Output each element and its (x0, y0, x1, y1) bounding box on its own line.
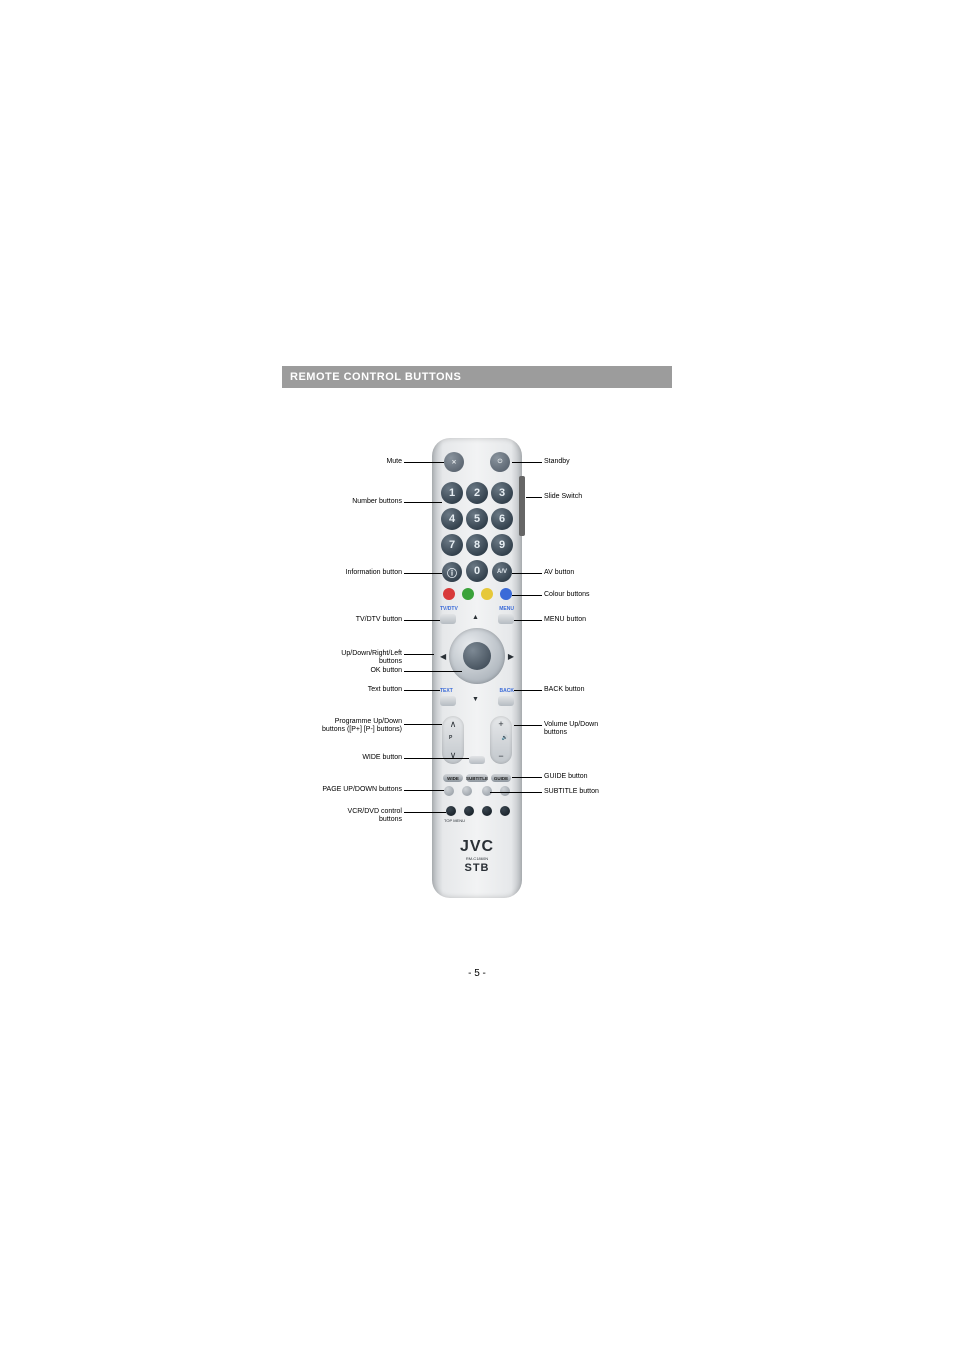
callout-page: PAGE UP/DOWN buttons (282, 786, 402, 794)
num-8[interactable]: 8 (466, 534, 488, 556)
remote-body: ✕ ⏻ 1 2 3 4 5 6 7 8 9 ⓘ 0 A/V TV/DTV MEN (432, 438, 522, 898)
menu-button[interactable] (498, 614, 514, 624)
speaker-icon: 🔊 (502, 735, 508, 741)
callout-guide: GUIDE button (544, 773, 664, 781)
callout-udlr: Up/Down/Right/Left buttons (282, 650, 402, 667)
num-1[interactable]: 1 (441, 482, 463, 504)
callout-prog: Programme Up/Down buttons ([P+] [P-] but… (282, 718, 402, 735)
num-6[interactable]: 6 (491, 508, 513, 530)
model-label: RM-C1860N (432, 856, 522, 861)
remote-diagram: ✕ ⏻ 1 2 3 4 5 6 7 8 9 ⓘ 0 A/V TV/DTV MEN (282, 438, 672, 908)
callout-subtitle: SUBTITLE button (544, 788, 664, 796)
num-2[interactable]: 2 (466, 482, 488, 504)
p-label: P (449, 735, 452, 741)
callout-av: AV button (544, 569, 664, 577)
up-arrow-icon: ▲ (472, 614, 479, 621)
transport-btn-1[interactable] (482, 786, 492, 796)
info-button[interactable]: ⓘ (442, 562, 462, 582)
callout-mute: Mute (282, 458, 402, 466)
callout-vol: Volume Up/Down buttons (544, 721, 664, 738)
vol-up-icon: + (498, 719, 503, 729)
power-icon: ⏻ (498, 459, 503, 466)
page-up-button[interactable] (444, 786, 454, 796)
info-icon: ⓘ (447, 565, 457, 580)
tv-dtv-label: TV/DTV (440, 606, 458, 612)
callout-menu: MENU button (544, 616, 664, 624)
text-button[interactable] (440, 696, 456, 706)
section-header: REMOTE CONTROL BUTTONS (282, 366, 672, 388)
callout-tvdtv: TV/DTV button (282, 616, 402, 624)
tv-dtv-button[interactable] (440, 614, 456, 624)
mute-icon: ✕ (451, 459, 456, 466)
dpad[interactable] (449, 628, 505, 684)
prog-down-icon: ∨ (450, 750, 457, 761)
ok-button[interactable] (463, 642, 491, 670)
callout-back: BACK button (544, 686, 664, 694)
page-number: - 5 - (282, 968, 672, 979)
section-title: REMOTE CONTROL BUTTONS (290, 371, 461, 383)
standby-button[interactable]: ⏻ (490, 452, 510, 472)
wide-pill[interactable]: WIDE (443, 774, 463, 782)
transport-btn-2[interactable] (500, 786, 510, 796)
wide-button[interactable] (469, 756, 485, 764)
left-arrow-icon: ◀ (440, 652, 446, 661)
num-9[interactable]: 9 (491, 534, 513, 556)
num-0[interactable]: 0 (466, 560, 488, 582)
colour-yellow[interactable] (481, 588, 493, 600)
slide-switch[interactable] (519, 476, 525, 536)
num-7[interactable]: 7 (441, 534, 463, 556)
callout-colour: Colour buttons (544, 591, 664, 599)
topmenu-label: TOP MENU (444, 818, 465, 823)
colour-green[interactable] (462, 588, 474, 600)
right-arrow-icon: ▶ (508, 652, 514, 661)
callout-number: Number buttons (282, 498, 402, 506)
callout-wide: WIDE button (282, 754, 402, 762)
num-4[interactable]: 4 (441, 508, 463, 530)
transport-prev[interactable] (446, 806, 456, 816)
subtitle-pill[interactable]: SUBTITLE (466, 774, 488, 782)
brand-logo: JVC (432, 838, 522, 856)
num-3[interactable]: 3 (491, 482, 513, 504)
colour-red[interactable] (443, 588, 455, 600)
mute-button[interactable]: ✕ (444, 452, 464, 472)
text-label: TEXT (440, 688, 453, 694)
callout-vcr: VCR/DVD control buttons (282, 808, 402, 825)
av-button[interactable]: A/V (492, 562, 512, 582)
colour-blue[interactable] (500, 588, 512, 600)
stb-label: STB (432, 862, 522, 874)
transport-play[interactable] (464, 806, 474, 816)
transport-stop[interactable] (482, 806, 492, 816)
callout-standby: Standby (544, 458, 664, 466)
callout-text: Text button (282, 686, 402, 694)
vol-down-icon: − (498, 751, 503, 761)
num-5[interactable]: 5 (466, 508, 488, 530)
back-label: BACK (500, 688, 514, 694)
transport-next[interactable] (500, 806, 510, 816)
callout-ok: OK button (282, 667, 402, 675)
callout-info: Information button (282, 569, 402, 577)
guide-pill[interactable]: GUIDE (491, 774, 511, 782)
prog-up-icon: ∧ (450, 719, 457, 730)
menu-label: MENU (499, 606, 514, 612)
callout-slide: Slide Switch (544, 493, 664, 501)
page-down-button[interactable] (462, 786, 472, 796)
down-arrow-icon: ▼ (472, 696, 479, 703)
back-button[interactable] (498, 696, 514, 706)
programme-rocker[interactable]: ∧ ∨ (442, 716, 464, 764)
